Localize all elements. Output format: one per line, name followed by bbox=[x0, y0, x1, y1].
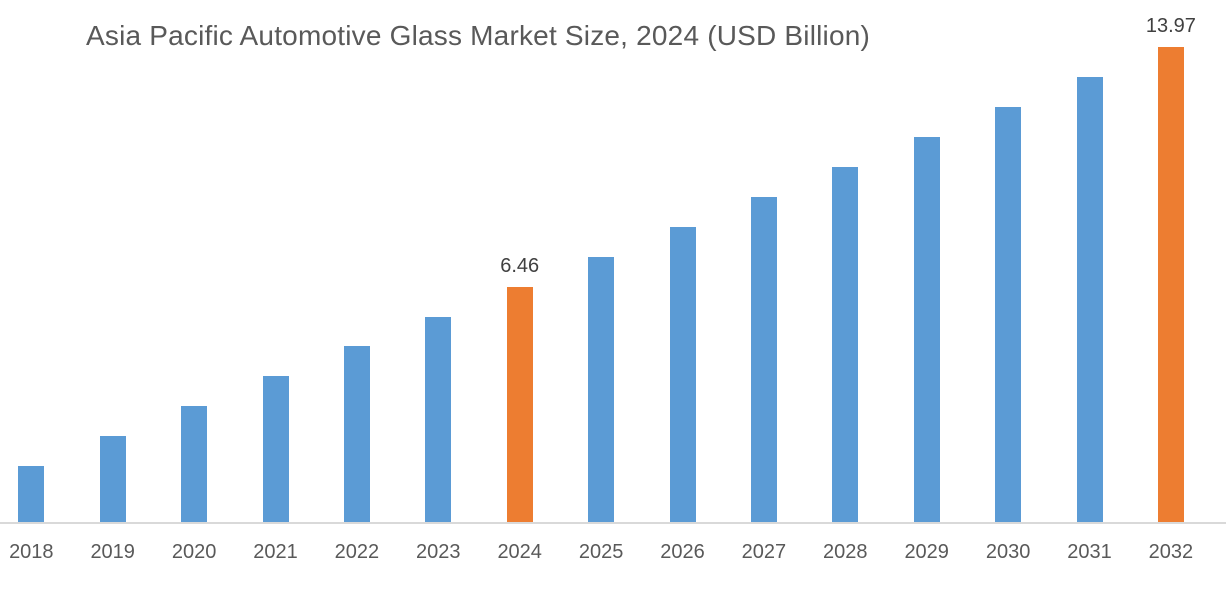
bar-2026 bbox=[669, 226, 696, 523]
bar-2024 bbox=[506, 286, 533, 523]
x-tick-2019: 2019 bbox=[90, 541, 135, 563]
value-label-2024: 6.46 bbox=[500, 254, 540, 277]
bar-2023 bbox=[425, 316, 452, 523]
bar-2029 bbox=[913, 137, 940, 523]
bar-2020 bbox=[181, 406, 208, 523]
x-tick-2025: 2025 bbox=[578, 541, 624, 563]
bar-2019 bbox=[99, 435, 126, 523]
x-tick-2029: 2029 bbox=[904, 541, 949, 563]
x-tick-2028: 2028 bbox=[823, 541, 868, 563]
chart-title: Asia Pacific Automotive Glass Market Siz… bbox=[86, 20, 871, 51]
x-tick-2032: 2032 bbox=[1148, 541, 1194, 563]
x-tick-2021: 2021 bbox=[253, 541, 298, 563]
x-tick-2031: 2031 bbox=[1067, 541, 1112, 563]
bar-2018 bbox=[18, 465, 45, 523]
bar-2027 bbox=[750, 196, 777, 523]
x-tick-2026: 2026 bbox=[660, 541, 705, 563]
bar-2031 bbox=[1076, 77, 1103, 523]
x-tick-2027: 2027 bbox=[741, 541, 787, 563]
x-tick-2023: 2023 bbox=[416, 541, 461, 563]
bar-2032 bbox=[1157, 47, 1184, 523]
bar-2028 bbox=[832, 166, 859, 523]
x-tick-2022: 2022 bbox=[334, 541, 380, 563]
x-tick-2020: 2020 bbox=[171, 541, 217, 563]
x-tick-2018: 2018 bbox=[9, 541, 54, 563]
value-label-2032: 13.97 bbox=[1145, 15, 1196, 38]
bar-2021 bbox=[262, 376, 289, 523]
bar-2030 bbox=[995, 107, 1022, 523]
x-axis-line bbox=[0, 522, 1226, 524]
bar-2022 bbox=[343, 346, 370, 523]
x-tick-2024: 2024 bbox=[497, 541, 542, 563]
x-tick-2030: 2030 bbox=[985, 541, 1031, 563]
bar-2025 bbox=[588, 256, 615, 523]
